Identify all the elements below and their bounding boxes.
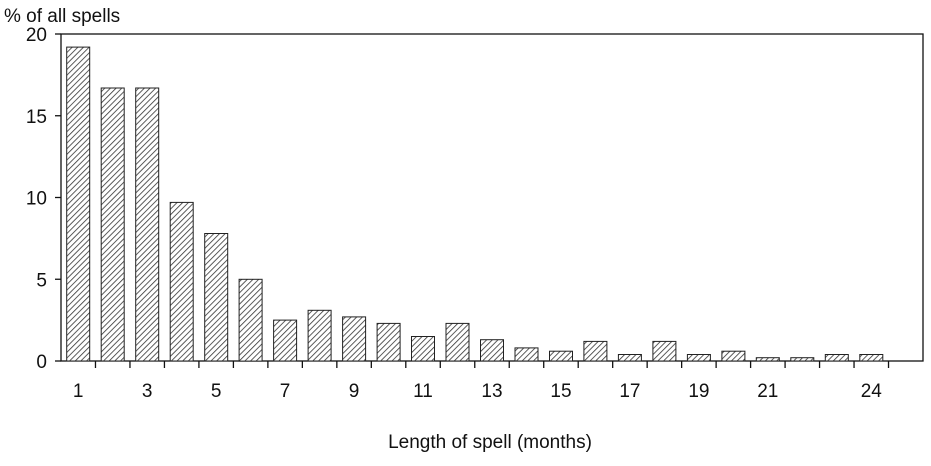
bar-22 bbox=[790, 357, 815, 362]
bar-20 bbox=[721, 350, 746, 362]
bar-11 bbox=[411, 336, 435, 362]
x-tick-label: 5 bbox=[211, 381, 222, 402]
bar-16 bbox=[583, 340, 608, 362]
bar-23 bbox=[824, 354, 849, 362]
y-tick-label: 15 bbox=[26, 107, 47, 128]
bar-7 bbox=[273, 319, 298, 362]
bar-4 bbox=[169, 201, 194, 362]
x-tick-label: 19 bbox=[688, 381, 709, 402]
x-tick-label: 13 bbox=[481, 381, 502, 402]
bar-13 bbox=[480, 339, 504, 362]
x-axis-label: Length of spell (months) bbox=[388, 432, 592, 453]
bar-5 bbox=[204, 233, 229, 362]
x-tick-label: 3 bbox=[142, 381, 153, 402]
bar-1 bbox=[66, 46, 91, 362]
y-axis-label: % of all spells bbox=[4, 6, 120, 27]
bar-14 bbox=[514, 347, 539, 362]
x-tick-label: 15 bbox=[550, 381, 571, 402]
bar-6 bbox=[238, 278, 263, 362]
y-tick-label: 5 bbox=[36, 270, 47, 291]
bar-19 bbox=[686, 354, 711, 362]
y-tick-label: 0 bbox=[36, 352, 47, 373]
x-tick-label: 1 bbox=[73, 381, 84, 402]
x-tick-label: 21 bbox=[757, 381, 778, 402]
x-tick-label: 7 bbox=[280, 381, 291, 402]
x-tick-label: 11 bbox=[413, 381, 433, 402]
bar-3 bbox=[135, 87, 160, 362]
bar-15 bbox=[549, 350, 573, 362]
y-tick-label: 20 bbox=[26, 25, 47, 46]
bar-17 bbox=[617, 354, 642, 362]
bar-24 bbox=[859, 354, 884, 362]
y-tick-label: 10 bbox=[26, 189, 47, 210]
x-tick-label: 17 bbox=[619, 381, 640, 402]
bar-9 bbox=[342, 316, 367, 362]
bar-12 bbox=[445, 322, 470, 362]
bar-2 bbox=[100, 87, 125, 362]
x-tick-label: 9 bbox=[349, 381, 360, 402]
x-tick-label: 24 bbox=[861, 381, 883, 402]
bar-18 bbox=[652, 340, 677, 362]
bar-21 bbox=[755, 357, 780, 362]
bar-8 bbox=[307, 309, 332, 362]
bar-10 bbox=[376, 322, 401, 362]
